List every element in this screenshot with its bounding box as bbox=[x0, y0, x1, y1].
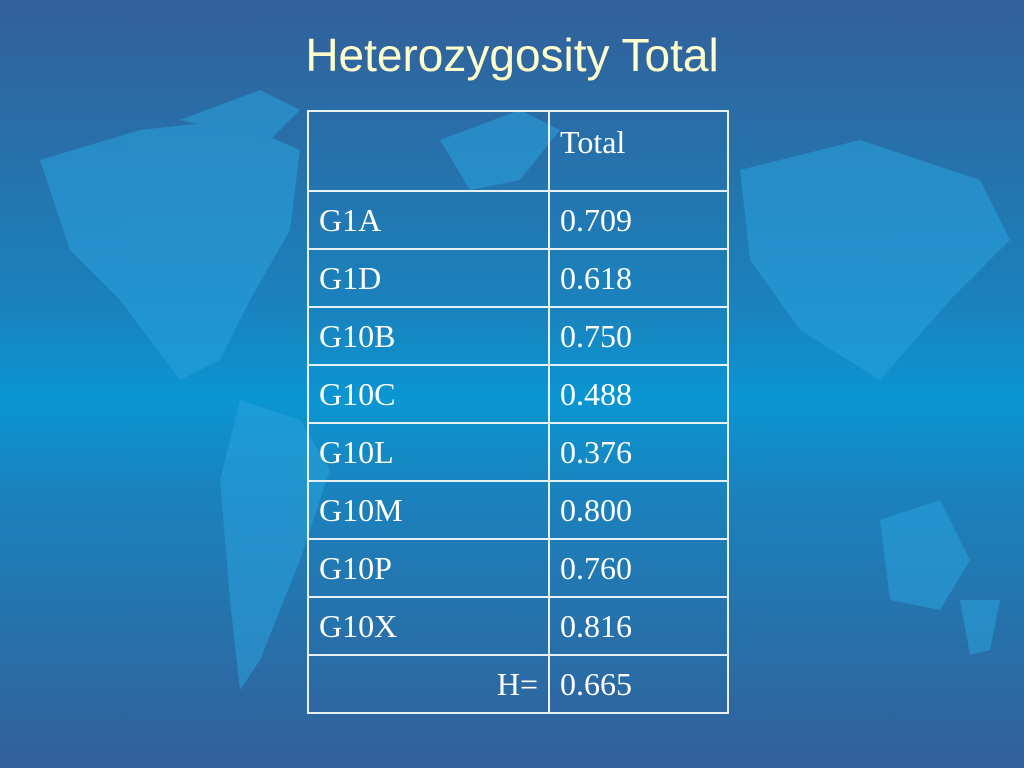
table-row: G10L 0.376 bbox=[307, 422, 729, 482]
header-cell: Total bbox=[548, 110, 729, 192]
row-label: G10L bbox=[307, 422, 550, 482]
table-row: G10X 0.816 bbox=[307, 596, 729, 656]
row-value: 0.376 bbox=[548, 422, 729, 482]
table-row: G10B 0.750 bbox=[307, 306, 729, 366]
row-value: 0.709 bbox=[548, 190, 729, 250]
row-label: G10M bbox=[307, 480, 550, 540]
header-cell bbox=[307, 110, 550, 192]
table-row: G1D 0.618 bbox=[307, 248, 729, 308]
table-row: G10M 0.800 bbox=[307, 480, 729, 540]
footer-value: 0.665 bbox=[548, 654, 729, 714]
row-label: G10X bbox=[307, 596, 550, 656]
row-label: G10P bbox=[307, 538, 550, 598]
row-value: 0.750 bbox=[548, 306, 729, 366]
footer-row: H= 0.665 bbox=[307, 654, 729, 714]
header-row: Total bbox=[307, 110, 729, 192]
row-label: G1A bbox=[307, 190, 550, 250]
row-value: 0.760 bbox=[548, 538, 729, 598]
slide-title: Heterozygosity Total bbox=[305, 29, 719, 81]
row-value: 0.488 bbox=[548, 364, 729, 424]
table-row: G10P 0.760 bbox=[307, 538, 729, 598]
row-value: 0.800 bbox=[548, 480, 729, 540]
table-row: G1A 0.709 bbox=[307, 190, 729, 250]
row-value: 0.816 bbox=[548, 596, 729, 656]
row-label: G1D bbox=[307, 248, 550, 308]
table-row: G10C 0.488 bbox=[307, 364, 729, 424]
row-value: 0.618 bbox=[548, 248, 729, 308]
row-label: G10C bbox=[307, 364, 550, 424]
data-table: Total G1A 0.709 G1D 0.618 G10B 0.750 G10C 0.488 G… bbox=[307, 110, 729, 714]
row-label: G10B bbox=[307, 306, 550, 366]
footer-label: H= bbox=[307, 654, 550, 714]
